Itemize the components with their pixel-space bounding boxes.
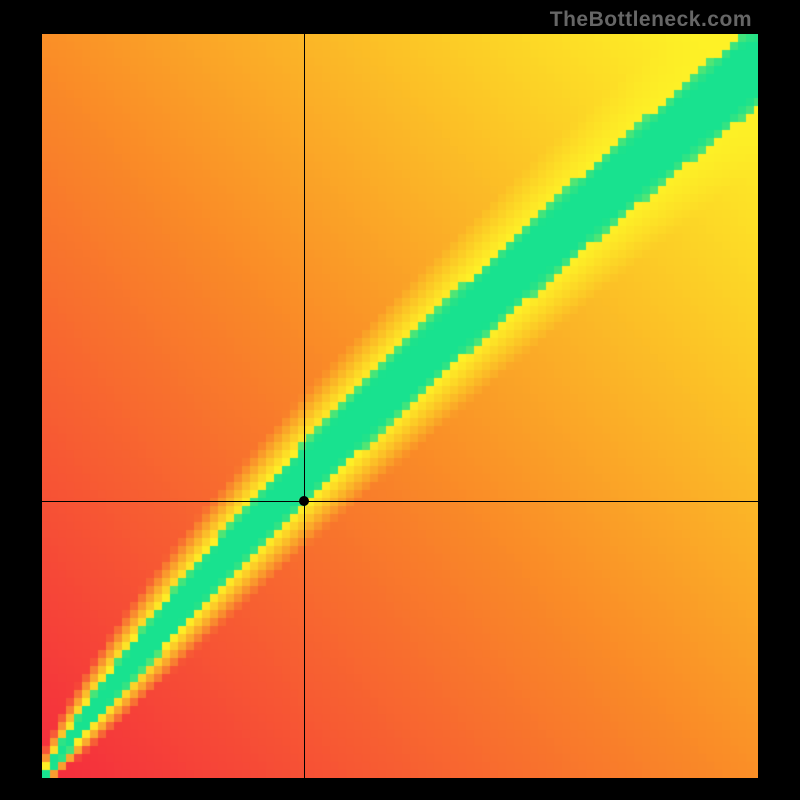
- watermark-text: TheBottleneck.com: [550, 8, 752, 32]
- crosshair-vertical: [304, 34, 305, 778]
- heatmap-canvas: [42, 34, 758, 778]
- chart-container: TheBottleneck.com: [0, 0, 800, 800]
- crosshair-horizontal: [42, 501, 758, 502]
- plot-frame: [42, 34, 758, 778]
- data-point-marker: [299, 496, 309, 506]
